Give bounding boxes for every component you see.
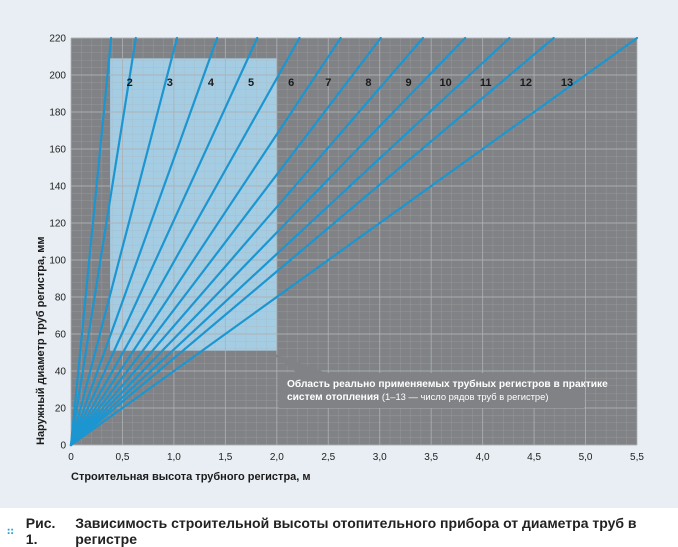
series-label: 4 — [208, 77, 215, 89]
series-label: 8 — [365, 77, 371, 89]
x-tick-label: 4,0 — [476, 452, 490, 463]
series-label: 12 — [520, 77, 532, 89]
series-line-4 — [69, 36, 219, 447]
x-tick-label: 4,5 — [527, 452, 541, 463]
series-label: 5 — [248, 77, 254, 89]
y-tick-label: 200 — [49, 71, 66, 82]
caption-figure-number: Рис. 1. — [25, 514, 56, 547]
y-tick-label: 40 — [55, 367, 67, 378]
y-axis-title: Наружный диаметр труб регистра, мм — [35, 236, 47, 445]
x-tick-label: 1,0 — [167, 452, 181, 463]
x-tick-label: 0,5 — [116, 452, 130, 463]
y-tick-label: 60 — [55, 330, 67, 341]
y-tick-label: 0 — [60, 441, 66, 452]
series-line-7 — [69, 36, 342, 447]
series-line-5 — [69, 36, 259, 447]
annotation-text-bold: Область реально применяемых трубных реги… — [287, 378, 608, 390]
series-label: 6 — [288, 77, 294, 89]
series-label: 10 — [439, 77, 451, 89]
y-tick-label: 140 — [49, 182, 66, 193]
x-tick-label: 5,5 — [630, 452, 644, 463]
y-tick-label: 120 — [49, 219, 66, 230]
x-tick-label: 3,0 — [373, 452, 387, 463]
series-line-3 — [69, 36, 179, 447]
x-tick-label: 5,0 — [579, 452, 593, 463]
annotation-pointer — [270, 352, 327, 373]
series-line-9 — [69, 36, 425, 447]
x-tick-label: 2,5 — [321, 452, 335, 463]
y-tick-label: 100 — [49, 256, 66, 267]
series-label: 9 — [405, 77, 411, 89]
series-label: 7 — [325, 77, 331, 89]
series-label: 3 — [167, 77, 173, 89]
annotation-text: систем отопления (1–13 — число рядов тру… — [287, 391, 548, 403]
figure-caption: ⠶ Рис. 1. Зависимость строительной высот… — [0, 514, 678, 547]
series-label: 2 — [127, 77, 133, 89]
series-line-8 — [69, 36, 382, 447]
y-tick-label: 20 — [55, 404, 67, 415]
series-line-1 — [69, 36, 113, 447]
series-line-10 — [69, 36, 467, 447]
series-label: 11 — [480, 77, 492, 89]
y-tick-label: 160 — [49, 145, 66, 156]
y-tick-label: 180 — [49, 108, 66, 119]
chart: 2 3 4 5 6 7 8 9 10 11 12 13 0 0,5 1,0 1,5 2,0 2,5 3,0 3,5 4… — [35, 34, 644, 484]
caption-bullet-icon: ⠶ — [6, 523, 16, 538]
series-line-11 — [69, 36, 511, 447]
annotation-box — [279, 373, 584, 408]
x-tick-label: 2,0 — [270, 452, 284, 463]
x-tick-label: 1,5 — [218, 452, 232, 463]
y-tick-label: 80 — [55, 293, 67, 304]
x-tick-label: 3,5 — [424, 452, 438, 463]
series-line-13 — [69, 36, 639, 447]
series-line-2 — [69, 36, 137, 447]
x-tick-label: 0 — [68, 452, 74, 463]
x-axis-title: Строительная высота трубного регистра, м — [71, 471, 311, 483]
series-line-6 — [69, 36, 301, 447]
y-tick-label: 220 — [49, 34, 66, 45]
series-line-12 — [69, 36, 555, 447]
caption-text: Зависимость строительной высоты отопител… — [75, 514, 637, 547]
series-label: 13 — [561, 77, 573, 89]
